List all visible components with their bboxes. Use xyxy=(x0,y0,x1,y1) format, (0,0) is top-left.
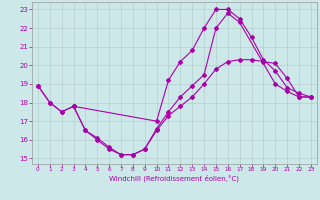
X-axis label: Windchill (Refroidissement éolien,°C): Windchill (Refroidissement éolien,°C) xyxy=(109,175,239,182)
